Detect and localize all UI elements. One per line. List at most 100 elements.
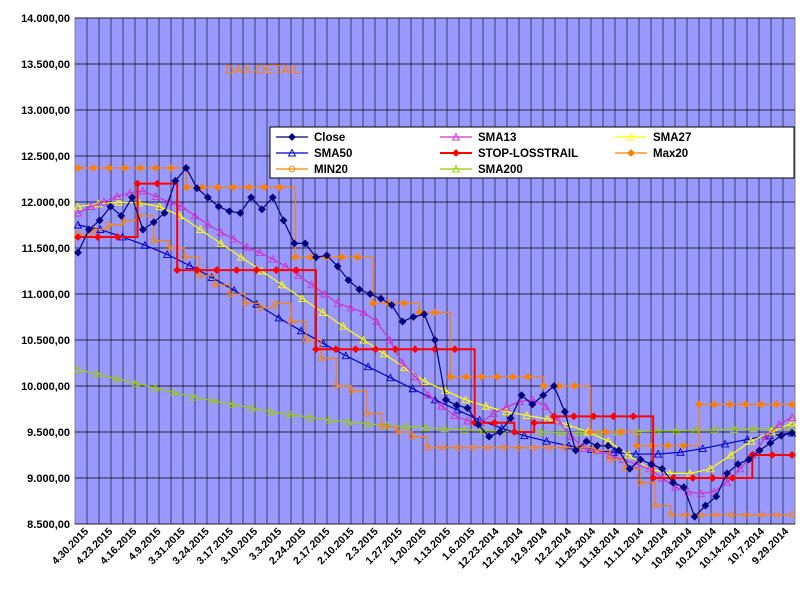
data-point [788, 451, 796, 459]
data-point [536, 427, 546, 436]
y-tick-label: 10.000,00 [21, 381, 70, 393]
data-point [495, 428, 504, 436]
series-line [78, 182, 792, 479]
data-point [333, 298, 342, 307]
data-point [567, 432, 576, 441]
data-point [171, 176, 180, 185]
data-point [74, 248, 82, 257]
data-point [112, 374, 121, 383]
data-point [368, 299, 377, 308]
data-point [697, 511, 705, 519]
data-point [706, 464, 715, 473]
data-point [320, 289, 329, 298]
legend-label: SMA200 [478, 164, 523, 176]
data-point [627, 149, 635, 157]
data-point [93, 369, 102, 378]
data-point [688, 474, 697, 482]
data-point [431, 336, 439, 344]
data-point [312, 253, 320, 262]
data-point [73, 220, 83, 229]
data-point [490, 418, 499, 427]
data-point [189, 392, 199, 401]
data-point [190, 211, 200, 220]
y-tick-label: 14.000,00 [21, 13, 70, 25]
data-point [255, 248, 264, 257]
legend-entry: Max20 [615, 148, 688, 160]
y-tick-label: 11.000,00 [22, 289, 70, 301]
data-point [586, 428, 595, 436]
data-point [214, 202, 223, 211]
data-point [720, 439, 730, 448]
data-point [452, 149, 460, 157]
data-point [131, 378, 141, 387]
data-point [151, 192, 161, 200]
data-point [453, 405, 462, 414]
y-tick-label: 8.500,00 [27, 519, 70, 531]
data-point [669, 478, 677, 487]
data-point [275, 183, 284, 192]
data-point [400, 299, 408, 308]
data-point [301, 239, 310, 248]
legend-entry: STOP-LOSSTRAIL [440, 148, 578, 160]
data-point [167, 164, 176, 172]
data-point [569, 412, 578, 421]
data-point [337, 253, 346, 262]
legend-entry: SMA50 [276, 148, 352, 160]
y-tick-label: 13.000,00 [21, 105, 70, 117]
data-point [211, 281, 218, 289]
data-point [359, 307, 368, 316]
data-point [208, 396, 218, 405]
data-point [106, 202, 115, 211]
data-point [560, 407, 569, 416]
data-point [665, 468, 674, 477]
legend-label: MIN20 [314, 164, 348, 176]
data-point [633, 427, 642, 435]
data-point [741, 400, 750, 409]
data-point [277, 280, 287, 289]
data-point [363, 362, 373, 371]
data-point [346, 303, 355, 312]
data-point [575, 428, 584, 436]
data-point [333, 262, 342, 271]
data-point [331, 345, 340, 354]
data-point [625, 464, 634, 473]
y-tick-label: 12.000,00 [21, 197, 70, 209]
data-point [451, 164, 461, 173]
data-point [461, 395, 470, 404]
data-point [478, 426, 488, 435]
data-point [318, 307, 328, 316]
data-point [272, 266, 281, 275]
data-point [93, 233, 102, 241]
data-point [729, 424, 739, 433]
data-point [387, 301, 396, 309]
series-line [77, 368, 793, 434]
data-point [690, 512, 699, 521]
data-point [242, 242, 252, 251]
y-tick-label: 11.500,00 [22, 243, 70, 255]
data-point [348, 387, 355, 394]
data-point [95, 216, 104, 225]
data-point [733, 460, 742, 469]
data-point [772, 400, 781, 409]
data-point [105, 164, 113, 172]
data-point [712, 492, 721, 501]
data-point [440, 424, 449, 433]
data-point [398, 358, 407, 367]
data-point [517, 391, 526, 400]
data-point [723, 469, 732, 478]
data-point [312, 345, 320, 354]
data-point [774, 420, 784, 429]
data-point [351, 345, 360, 354]
data-point [712, 511, 720, 519]
data-point [624, 450, 634, 459]
data-point [151, 164, 160, 172]
data-point [343, 417, 353, 426]
data-point [609, 447, 618, 456]
data-point [452, 401, 461, 410]
data-point [228, 399, 237, 408]
legend-entry: MIN20 [276, 164, 348, 176]
data-point [649, 474, 658, 482]
data-point [89, 164, 98, 172]
data-point [287, 318, 294, 325]
data-point [232, 266, 241, 275]
